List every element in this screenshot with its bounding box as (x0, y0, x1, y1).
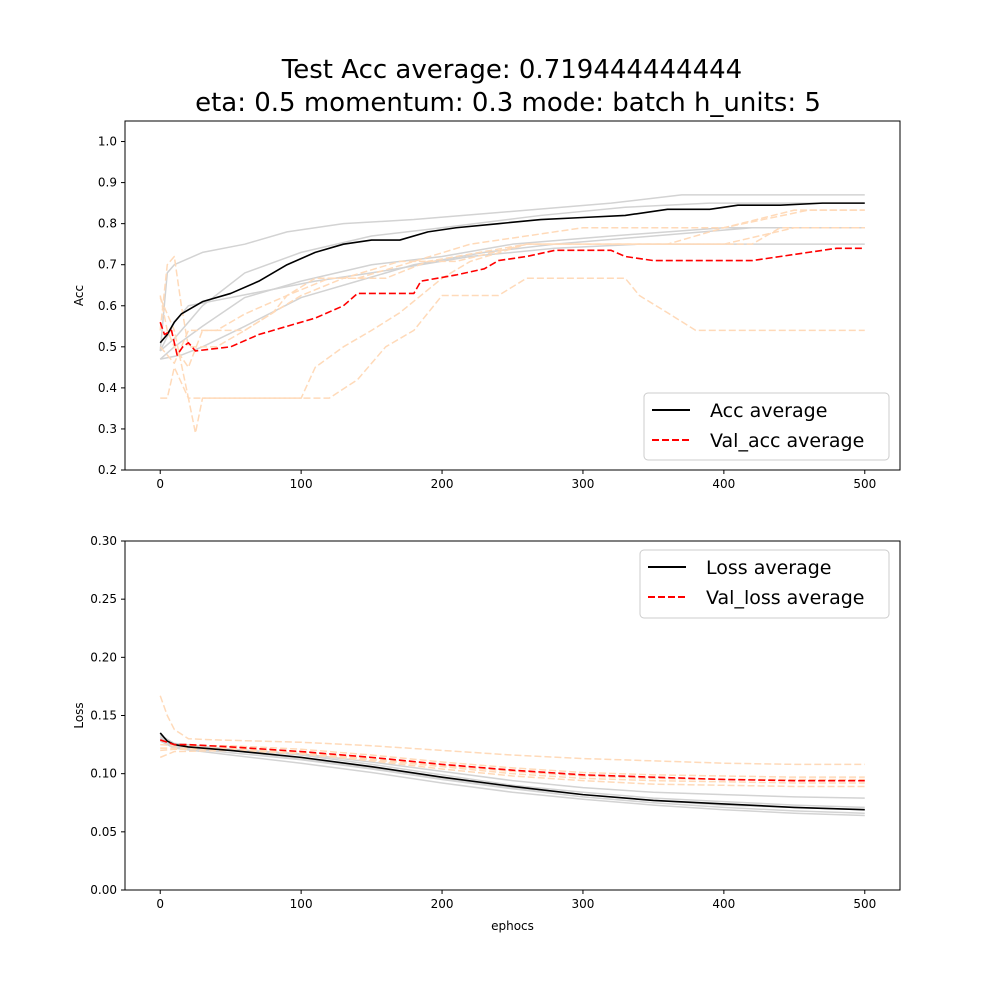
x-tick-label: 100 (290, 897, 313, 911)
chart-title-line-1: Test Acc average: 0.719444444444 (281, 55, 742, 85)
y-tick-label: 0.6 (98, 299, 117, 313)
val-run-line-1 (159, 695, 865, 766)
legend-label: Loss average (706, 557, 832, 579)
val-run-line-3 (159, 749, 865, 788)
val-run-line-4 (159, 209, 865, 364)
accuracy-plot: 0 100 200 300 400 500 0.2 0.3 0.4 0.5 0.6 0.7 0.8 0.9… (72, 120, 901, 491)
x-tick-label: 0 (156, 897, 164, 911)
run-line-5 (160, 227, 865, 360)
legend-label: Val_loss average (706, 587, 864, 609)
y-tick-label: 0.7 (98, 258, 117, 272)
run-line-4 (159, 243, 865, 352)
legend-entry-val-acc-average: Val_acc average (652, 430, 864, 452)
legend-label: Acc average (710, 400, 827, 422)
y-tick-label: 0.00 (90, 883, 117, 897)
axes-frame (124, 120, 901, 471)
loss-plot: 0 100 200 300 400 500 0.00 0.05 0.10 0.15 0.20 0.25… (72, 534, 901, 933)
val-loss-average-line (159, 739, 865, 782)
y-tick-label: 0.5 (98, 340, 117, 354)
y-tick-label: 0.3 (98, 422, 117, 436)
val-run-line-5 (160, 747, 865, 784)
run-line-3 (159, 740, 865, 817)
loss-average-line (159, 732, 865, 811)
y-axis-label: Acc (72, 285, 86, 306)
y-tick-label: 0.8 (98, 217, 117, 231)
legend-entry-acc-average: Acc average (652, 400, 827, 422)
x-tick-label: 200 (431, 477, 454, 491)
y-axis-label: Loss (72, 702, 86, 728)
val-run-line-2 (160, 227, 865, 434)
x-tick-label: 400 (712, 897, 735, 911)
y-tick-label: 0.9 (98, 176, 117, 190)
acc-average-line (159, 202, 865, 344)
val-run-line-1 (159, 277, 865, 399)
legend-entry-val-loss-average: Val_loss average (648, 587, 864, 609)
legend-entry-loss-average: Loss average (648, 557, 832, 579)
x-tick-label: 500 (853, 897, 876, 911)
val-run-line-3 (159, 209, 865, 348)
val-acc-average-line (159, 247, 865, 356)
legend-label: Val_acc average (710, 430, 864, 452)
y-tick-label: 1.0 (98, 135, 117, 149)
chart-title-line-2: eta: 0.5 momentum: 0.3 mode: batch h_uni… (195, 88, 821, 118)
run-line-2 (159, 202, 865, 352)
y-tick-label: 0.15 (90, 709, 117, 723)
y-tick-label: 0.4 (98, 381, 117, 395)
plot-area (159, 695, 865, 817)
x-tick-label: 400 (712, 477, 735, 491)
x-tick-label: 300 (572, 897, 595, 911)
legend-box (639, 549, 890, 619)
plot-area (159, 194, 865, 434)
val-run-line-5 (159, 227, 865, 369)
run-line-3 (159, 227, 865, 360)
x-tick-label: 200 (431, 897, 454, 911)
x-tick-label: 0 (156, 477, 164, 491)
legend-box (643, 392, 890, 461)
y-tick-label: 0.10 (90, 767, 117, 781)
run-line-2 (159, 738, 865, 814)
run-line-1 (159, 194, 865, 351)
y-tick-label: 0.2 (98, 463, 117, 477)
y-tick-label: 0.30 (90, 534, 117, 548)
legend: Loss average Val_loss average (639, 549, 890, 619)
y-tick-label: 0.20 (90, 650, 117, 664)
x-tick-label: 100 (290, 477, 313, 491)
legend: Acc average Val_acc average (643, 392, 890, 461)
y-tick-label: 0.25 (90, 592, 117, 606)
x-tick-label: 500 (853, 477, 876, 491)
x-tick-label: 300 (572, 477, 595, 491)
y-tick-label: 0.05 (90, 825, 117, 839)
x-axis-label: ephocs (491, 919, 534, 933)
